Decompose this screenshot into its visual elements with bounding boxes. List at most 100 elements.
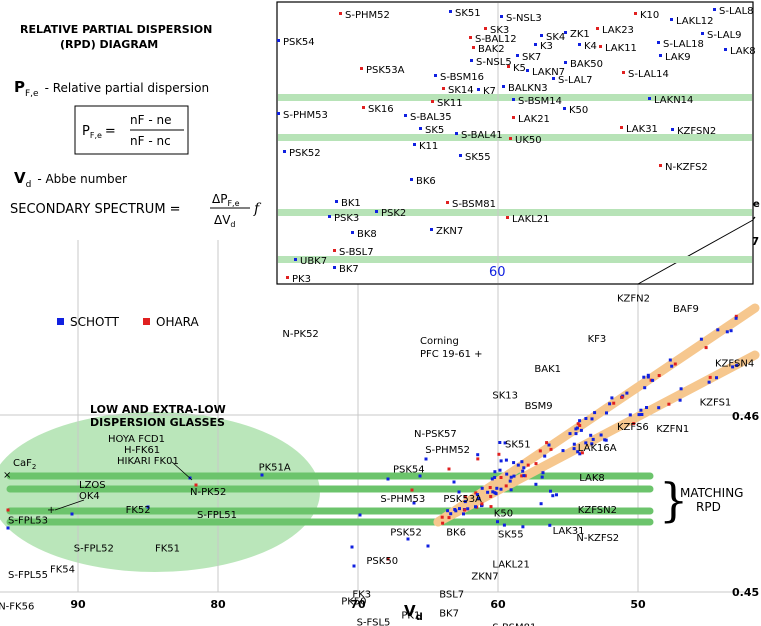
point-label: PSK50 [366, 556, 398, 567]
glass-point [646, 375, 650, 379]
inset-glass-point [599, 45, 602, 48]
lzos-label-2: OK4 [79, 491, 100, 502]
glass-point [512, 461, 516, 465]
inset-glass-point [506, 216, 509, 219]
inset-glass-point [500, 15, 503, 18]
glass-point [572, 442, 576, 446]
glass-point [474, 491, 478, 495]
glass-point [534, 482, 538, 486]
glass-point [657, 406, 661, 410]
point-label: BK7 [439, 609, 459, 620]
inset-point-label: LAKL12 [676, 16, 714, 27]
inset-glass-point [512, 116, 515, 119]
inset-glass-point [578, 43, 581, 46]
glass-point [549, 489, 552, 493]
inset-glass-point [657, 41, 660, 44]
inset-point-label: S-LAL8 [719, 6, 754, 17]
point-label: S-FPL52 [74, 544, 114, 555]
glass-point [489, 505, 493, 509]
inset-glass-point [671, 128, 674, 131]
glass-point [522, 474, 526, 478]
glass-point [520, 460, 524, 464]
glass-point [526, 463, 530, 467]
inset-glass-point [446, 201, 449, 204]
inset-glass-point [277, 112, 280, 115]
ohara-legend-label: OHARA [156, 315, 200, 329]
inset-point-label: SK3 [490, 25, 509, 36]
inset-point-label: LAK9 [665, 52, 691, 63]
inset-glass-point [339, 12, 342, 15]
point-label: BAK1 [534, 364, 561, 375]
glass-point [496, 520, 499, 524]
glass-point [499, 459, 503, 463]
inset-point-label: BK7 [339, 264, 359, 275]
glass-point [386, 477, 390, 481]
inset-glass-point [622, 71, 625, 74]
main-dots [6, 314, 739, 568]
inset-point-label: S-BSM16 [440, 72, 484, 83]
inset-point-label: S-PHM53 [283, 110, 328, 121]
header: RELATIVE PARTIAL DISPERSION (RPD) DIAGRA… [10, 23, 262, 229]
point-label: N-FK56 [0, 602, 34, 613]
inset-point-label: SK14 [448, 85, 474, 96]
glass-point [352, 564, 356, 568]
glass-point [493, 491, 497, 495]
x-tick-50: 50 [630, 598, 646, 611]
inset-glass-point [713, 8, 716, 11]
glass-point [480, 502, 484, 506]
glass-point [260, 473, 264, 477]
inset-glass-point [477, 88, 480, 91]
inset-glass-point [659, 54, 662, 57]
inset-point-label: LAK11 [605, 43, 637, 54]
glass-point [476, 457, 480, 461]
inset-point-label: PSK52 [289, 148, 321, 159]
inset-point-label: S-BSL7 [339, 247, 374, 258]
glass-point [590, 417, 594, 421]
x-axis-title: Vd [404, 602, 423, 623]
formula-lhs: PF,e = [82, 124, 116, 140]
glass-point [578, 452, 582, 456]
glass-point [463, 500, 467, 504]
inset-glass-point [552, 77, 555, 80]
glass-point [543, 454, 547, 458]
inset-glass-point [470, 59, 473, 62]
glass-point [194, 483, 198, 487]
inset-point-label: KZFSN2 [677, 126, 716, 137]
glass-point [547, 443, 551, 447]
glass-point [589, 433, 593, 437]
glass-point [625, 391, 629, 395]
inset-dots [277, 8, 727, 279]
glass-point [489, 495, 493, 498]
inset-point-label: LAK23 [602, 25, 634, 36]
glass-point [505, 472, 509, 476]
y-tick-045: 0.45 [732, 586, 759, 599]
glass-point [70, 512, 74, 516]
glass-point [551, 494, 555, 498]
point-label: FK3 [352, 589, 371, 600]
p-definition: PF,e - Relative partial dispersion [14, 78, 209, 99]
inset-point-label: K7 [483, 86, 496, 97]
inset-point-label: LAK21 [518, 114, 550, 125]
glass-point [486, 490, 490, 494]
formula-denominator: nF - nc [130, 134, 171, 148]
inset-glass-point [512, 98, 515, 101]
glass-point [591, 437, 595, 441]
glass-point [498, 468, 502, 472]
inset-glass-point [430, 228, 433, 231]
inset-bands [278, 94, 752, 263]
point-label: S-FPL55 [8, 570, 48, 581]
inset-point-label: BAK50 [570, 59, 603, 70]
glass-point [502, 523, 506, 527]
glass-point [673, 362, 677, 366]
glass-point [457, 490, 461, 494]
glass-point [410, 488, 414, 492]
glass-point [350, 545, 354, 549]
glass-point [516, 463, 520, 467]
inset-point-label: SK55 [465, 152, 491, 163]
glass-point [541, 471, 545, 475]
glass-point [540, 475, 544, 479]
inset-point-label: LAKN7 [532, 67, 565, 78]
hoya-pointer [171, 461, 193, 481]
glass-point [640, 413, 644, 416]
